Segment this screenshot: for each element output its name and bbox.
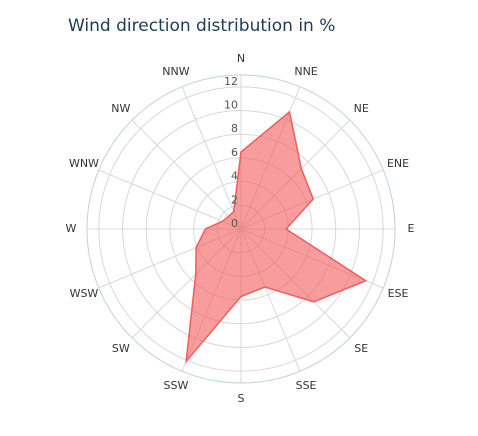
spoke (181, 86, 242, 230)
area (185, 110, 368, 364)
category-label: NNW (162, 65, 189, 78)
category-label: SE (354, 342, 368, 355)
y-tick-label: 10 (224, 99, 238, 112)
category-label: WSW (70, 287, 99, 300)
category-label: NE (354, 102, 369, 115)
category-label: ENE (387, 157, 409, 170)
y-tick-label: 12 (224, 75, 238, 88)
y-tick-label: 8 (231, 122, 238, 135)
spoke (98, 169, 242, 230)
y-tick-label: 0 (231, 217, 238, 230)
y-tick-label: 2 (231, 193, 238, 206)
category-label: SSW (164, 379, 189, 392)
category-label: S (238, 392, 245, 405)
y-tick-label: 6 (231, 146, 238, 159)
category-label: NNE (294, 65, 317, 78)
category-label: WNW (69, 157, 99, 170)
category-label: E (408, 222, 415, 235)
category-label: SSE (296, 379, 317, 392)
y-tick-label: 4 (231, 170, 238, 183)
category-label: NW (111, 102, 130, 115)
category-label: ESE (388, 287, 409, 300)
category-label: SW (112, 342, 130, 355)
category-label: W (66, 222, 77, 235)
category-label: N (237, 52, 245, 65)
chart-title: Wind direction distribution in % (68, 16, 335, 36)
spoke (131, 119, 242, 230)
